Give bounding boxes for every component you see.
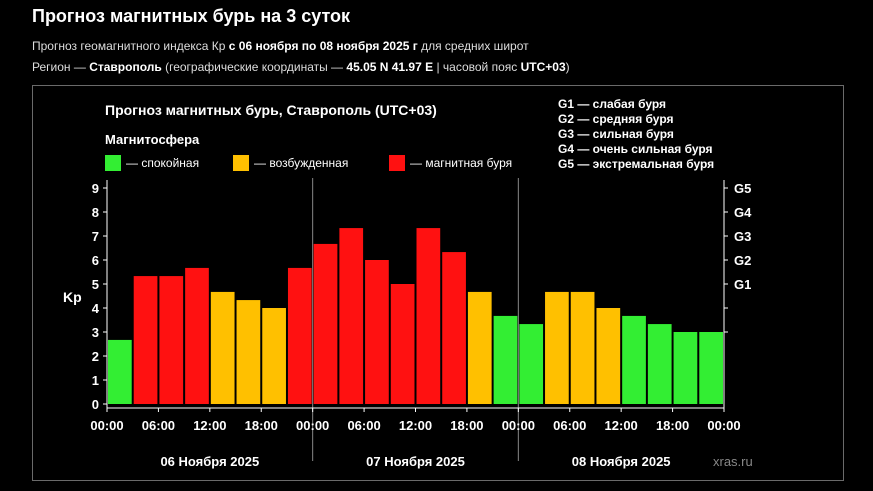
bar-6 <box>236 300 261 404</box>
legend-swatch-storm <box>389 155 405 171</box>
storm-level-g2: G2 — средняя буря <box>558 112 674 126</box>
y-tick-label: 4 <box>92 301 100 316</box>
y-tick-label: 7 <box>92 229 99 244</box>
bar-23 <box>673 332 698 404</box>
y-tick-label: 2 <box>92 349 99 364</box>
bar-18 <box>545 291 569 404</box>
legend-title: Магнитосфера <box>105 132 200 147</box>
chart-title: Прогноз магнитных бурь, Ставрополь (UTC+… <box>105 102 437 118</box>
x-tick-label: 12:00 <box>399 418 432 433</box>
right-tick-label: G1 <box>734 277 751 292</box>
bar-7 <box>262 308 286 404</box>
bar-10 <box>339 228 364 404</box>
legend-label-calm: — спокойная <box>126 156 199 170</box>
bar-13 <box>416 228 441 404</box>
region-coords-prefix: (географические координаты — <box>161 60 347 74</box>
x-tick-label: 06:00 <box>553 418 586 433</box>
bar-11 <box>365 260 389 404</box>
y-tick-label: 0 <box>92 397 99 412</box>
y-axis-label: Kp <box>63 289 82 305</box>
bar-22 <box>647 324 672 404</box>
page-title: Прогноз магнитных бурь на 3 суток <box>32 6 351 26</box>
x-tick-label: 06:00 <box>142 418 175 433</box>
x-tick-label: 18:00 <box>450 418 483 433</box>
x-tick-label: 00:00 <box>502 418 535 433</box>
bar-14 <box>442 252 466 404</box>
x-tick-label: 00:00 <box>707 418 740 433</box>
legend-label-excited: — возбужденная <box>254 156 348 170</box>
bar-9 <box>313 243 338 404</box>
legend-swatch-excited <box>233 155 249 171</box>
y-tick-label: 1 <box>92 373 99 388</box>
x-tick-label: 00:00 <box>90 418 123 433</box>
region-tz-prefix: | часовой пояс <box>433 60 521 74</box>
watermark: xras.ru <box>713 454 753 469</box>
kp-forecast-chart: Прогноз магнитных бурь, Ставрополь (UTC+… <box>63 97 753 469</box>
storm-level-g4: G4 — очень сильная буря <box>558 142 713 156</box>
bar-2 <box>133 276 158 404</box>
day-label: 08 Ноября 2025 <box>572 454 671 469</box>
region-line: Регион — Ставрополь (географические коор… <box>32 60 570 74</box>
x-tick-label: 18:00 <box>245 418 278 433</box>
period-prefix: Прогноз геомагнитного индекса Кр <box>32 39 229 53</box>
right-tick-label: G5 <box>734 181 751 196</box>
y-tick-label: 3 <box>92 325 99 340</box>
bar-4 <box>185 267 209 404</box>
bar-17 <box>519 324 544 404</box>
period-suffix: для средних широт <box>417 39 529 53</box>
bar-12 <box>390 284 415 404</box>
legend-swatch-calm <box>105 155 121 171</box>
bar-21 <box>622 315 646 404</box>
right-tick-label: G4 <box>734 205 752 220</box>
storm-level-g5: G5 — экстремальная буря <box>558 157 714 171</box>
bar-3 <box>159 276 184 404</box>
y-tick-label: 8 <box>92 205 99 220</box>
period-range: с 06 ноября по 08 ноября 2025 г <box>228 39 418 53</box>
day-label: 06 Ноября 2025 <box>160 454 259 469</box>
y-tick-label: 6 <box>92 253 99 268</box>
right-tick-label: G2 <box>734 253 751 268</box>
chart-frame: Прогноз магнитных бурь, Ставрополь (UTC+… <box>32 85 844 481</box>
bar-24 <box>699 332 723 404</box>
region-suffix: ) <box>565 60 570 74</box>
bar-20 <box>596 308 621 404</box>
storm-level-g1: G1 — слабая буря <box>558 97 666 111</box>
x-tick-label: 12:00 <box>193 418 226 433</box>
region-prefix: Регион — <box>32 60 90 74</box>
bar-8 <box>287 267 312 404</box>
legend-label-storm: — магнитная буря <box>410 156 512 170</box>
bar-15 <box>467 291 492 404</box>
y-tick-label: 9 <box>92 181 99 196</box>
day-label: 07 Ноября 2025 <box>366 454 465 469</box>
bar-16 <box>493 315 518 404</box>
storm-level-g3: G3 — сильная буря <box>558 127 674 141</box>
forecast-period-line: Прогноз геомагнитного индекса Кр с 06 но… <box>32 39 529 53</box>
right-tick-label: G3 <box>734 229 751 244</box>
plot-area: 0 1 2 3 4 5 6 7 8 9 G1 G2 G3 G4 G5 00:00 06:00 12:00 18:00… <box>90 178 752 469</box>
region-coords: 45.05 N 41.97 E <box>346 60 434 74</box>
region-city: Ставрополь <box>89 60 162 74</box>
x-tick-label: 12:00 <box>605 418 638 433</box>
x-tick-label: 00:00 <box>296 418 329 433</box>
bar-5 <box>210 291 235 404</box>
x-tick-label: 18:00 <box>656 418 689 433</box>
x-tick-label: 06:00 <box>347 418 380 433</box>
bar-1 <box>108 339 132 404</box>
region-tz: UTC+03 <box>520 60 566 74</box>
y-tick-label: 5 <box>92 277 99 292</box>
bar-19 <box>570 291 595 404</box>
